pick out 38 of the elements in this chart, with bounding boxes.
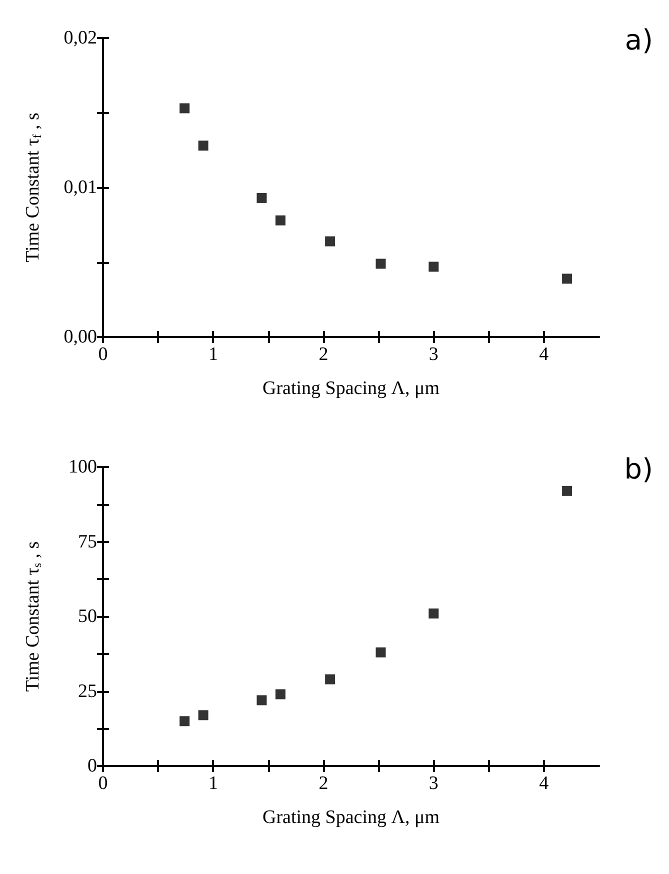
y-tick-label: 25 (78, 680, 97, 702)
point (275, 689, 286, 700)
point (376, 647, 386, 658)
point (562, 274, 572, 284)
y-tick-label: 50 (78, 606, 97, 627)
point (256, 192, 267, 203)
point (428, 608, 439, 619)
x-tick-label: 3 (428, 344, 438, 365)
y-tick-label: 0,02 (64, 28, 97, 48)
point (198, 710, 208, 720)
y-tick-label: 0 (88, 756, 97, 776)
point (180, 716, 190, 726)
point (325, 236, 336, 246)
x-tick-label: 1 (208, 344, 218, 365)
x-tick-label: 4 (539, 344, 550, 365)
point (198, 140, 208, 151)
text: a) (624, 24, 654, 56)
point (325, 674, 336, 684)
x-tick-label: 3 (428, 773, 438, 794)
point (562, 486, 572, 496)
x-tick-label: 1 (208, 773, 218, 794)
y-axis-title: Time Constant τs , s (22, 541, 44, 692)
y-axis-title: Time Constant τf , s (22, 112, 44, 262)
point (275, 215, 286, 226)
x-axis-title: Grating Spacing Λ, μm (262, 807, 440, 828)
point (428, 262, 439, 272)
text: b) (624, 452, 654, 486)
point (256, 695, 267, 706)
x-tick-label: 2 (318, 344, 328, 365)
y-tick-label: 0,00 (64, 326, 97, 348)
y-tick-label: 75 (78, 531, 97, 552)
y-tick-label: 100 (68, 456, 97, 478)
point (180, 103, 190, 114)
x-tick-label: 4 (539, 773, 550, 794)
x-tick-label: 2 (318, 773, 328, 794)
y-tick-label: 0,01 (64, 177, 97, 198)
x-axis-title: Grating Spacing Λ, μm (262, 378, 440, 399)
point (376, 258, 386, 269)
